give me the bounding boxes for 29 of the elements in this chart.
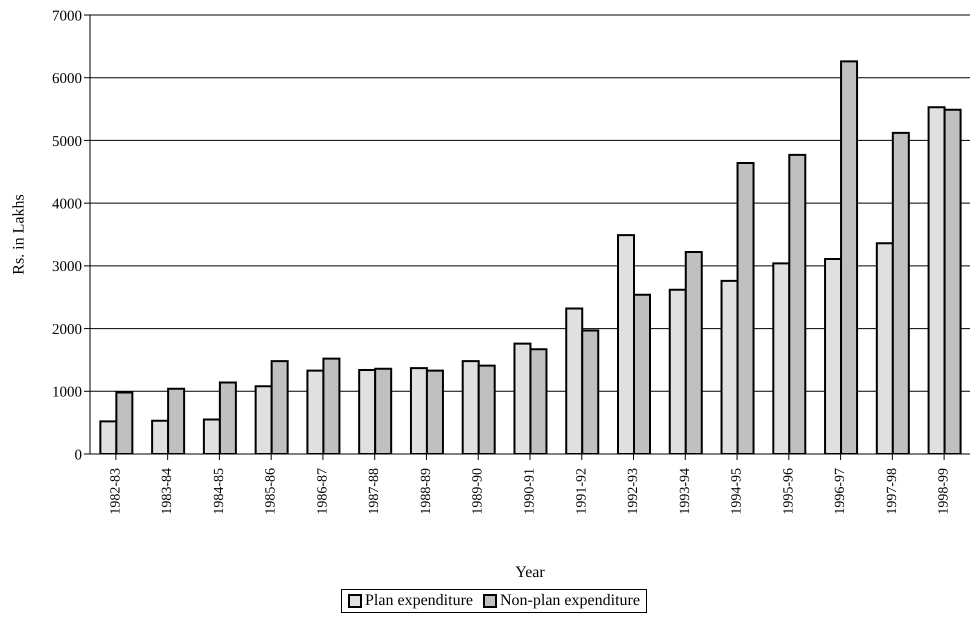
y-tick-label: 4000 [52, 196, 82, 212]
x-tick-label: 1997-98 [884, 468, 900, 515]
y-tick-label: 0 [74, 447, 82, 464]
y-tick-label: 1000 [52, 384, 82, 401]
y-tick-label: 7000 [52, 8, 82, 24]
x-tick-label: 1998-99 [936, 468, 952, 515]
legend-label: Plan expenditure [364, 592, 473, 610]
x-tick-label: 1993-94 [678, 468, 693, 515]
x-tick-label: 1992-93 [626, 468, 642, 515]
x-axis-title: Year [515, 564, 546, 581]
x-tick-label: 1985-86 [264, 468, 279, 515]
x-tick-label: 1988-89 [418, 468, 434, 515]
y-tick-label: 3000 [52, 259, 82, 276]
x-tick-label: 1989-90 [470, 468, 486, 515]
x-tick-label: 1983-84 [160, 468, 176, 515]
x-tick-label: 1984-85 [212, 468, 227, 515]
x-tick-label: 1996-97 [833, 468, 848, 515]
y-tick-label: 2000 [52, 322, 82, 338]
legend-label: Non-plan expenditure [499, 592, 640, 610]
y-tick-label: 5000 [52, 134, 82, 150]
x-tick-label: 1990-91 [522, 468, 538, 515]
x-tick-label: 1986-87 [315, 468, 330, 515]
x-tick-label: 1987-88 [367, 468, 382, 515]
y-tick-label: 6000 [52, 71, 82, 88]
x-tick-label: 1991-92 [574, 468, 590, 515]
y-axis-title: Rs. in Lakhs [10, 194, 28, 275]
x-tick-label: 1982-83 [108, 468, 124, 515]
x-tick-label: 1995-96 [781, 468, 796, 515]
x-tick-label: 1994-95 [730, 468, 745, 515]
